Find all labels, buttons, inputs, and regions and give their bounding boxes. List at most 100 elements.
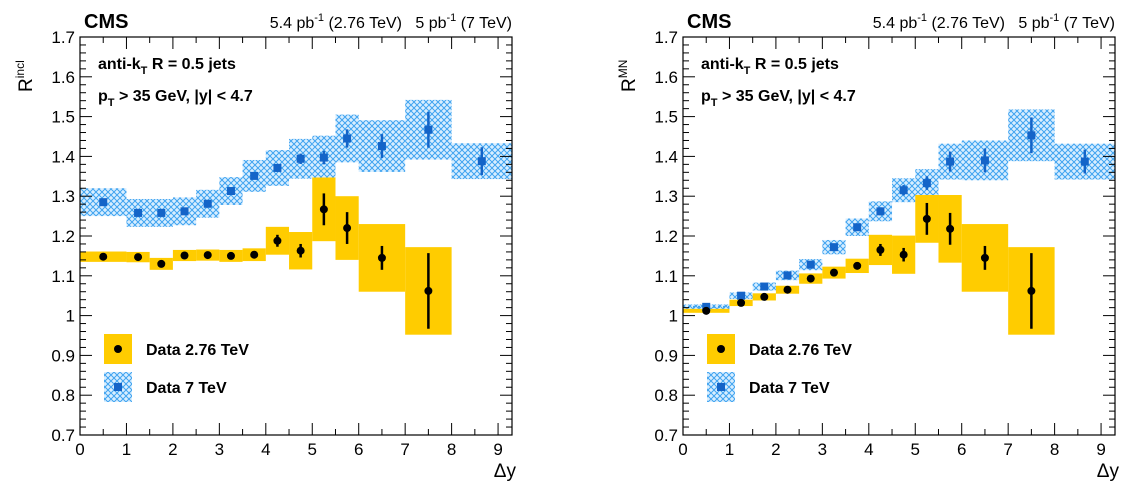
y-tick-label: 1.6 [654, 68, 678, 87]
point-7tev [829, 243, 838, 252]
point-7tev [343, 134, 352, 143]
legend-marker-276tev [717, 345, 725, 353]
point-7tev [226, 187, 235, 196]
luminosity-276-unit-sup: -1 [917, 12, 927, 24]
legend-label-7tev: Data 7 TeV [749, 380, 830, 397]
legend: Data 2.76 TeV Data 7 TeV [707, 334, 852, 402]
x-axis-label: Δy [1097, 461, 1120, 481]
annotation-cuts-main: p [98, 88, 108, 105]
point-7tev [980, 156, 989, 165]
x-tick-label: 7 [1003, 440, 1012, 459]
y-tick-label: 0.7 [51, 426, 75, 445]
x-tick-label: 2 [771, 440, 780, 459]
luminosity-label: 5.4 pb-1 (2.76 TeV) 5 pb-1 (7 TeV) [873, 12, 1115, 32]
point-7tev [296, 154, 305, 163]
x-axis-label: Δy [494, 461, 517, 481]
point-276tev [829, 268, 838, 277]
legend-label-276tev: Data 2.76 TeV [749, 342, 852, 359]
point-276tev [946, 224, 955, 233]
point-7tev [134, 208, 143, 217]
point-276tev [296, 246, 305, 255]
panel-left: 0 1 2 3 4 5 6 7 8 9 0.7 0.8 0.9 1 1.1 1.2 1.3 1.4 1.5 1.6 1.… [13, 11, 516, 481]
y-axis-label: Rincl [13, 60, 37, 92]
annotation-algorithm-main: anti-k [98, 56, 141, 73]
x-tick-label: 9 [1096, 440, 1105, 459]
point-7tev-group [702, 117, 1089, 311]
x-tick-label: 7 [400, 440, 409, 459]
point-276tev [377, 253, 386, 262]
annotation-algorithm: anti-kT R = 0.5 jets [701, 56, 839, 77]
band-7tev-group [80, 99, 512, 227]
point-276tev [876, 245, 885, 254]
legend-label-7tev: Data 7 TeV [146, 380, 227, 397]
point-7tev [876, 207, 885, 216]
point-7tev [180, 207, 189, 216]
point-7tev [424, 125, 433, 134]
x-tick-label: 8 [447, 440, 456, 459]
x-tick-label: 1 [122, 440, 131, 459]
y-tick-label: 0.9 [654, 346, 678, 365]
point-7tev [477, 157, 486, 166]
point-7tev [922, 179, 931, 188]
annotation-algorithm-sub: T [744, 65, 751, 77]
annotation-cuts-rest: > 35 GeV, |y| < 4.7 [718, 88, 856, 105]
y-axis-label-main: R [619, 78, 640, 92]
point-7tev [946, 157, 955, 166]
point-7tev [319, 153, 328, 162]
x-tick-label: 0 [678, 440, 687, 459]
annotation-cuts-rest: > 35 GeV, |y| < 4.7 [115, 88, 253, 105]
x-tick-label: 2 [168, 440, 177, 459]
luminosity-7-energy: (7 TeV) [1064, 15, 1115, 32]
point-276tev [343, 224, 352, 233]
annotation-cuts-sub: T [108, 97, 115, 109]
point-7tev [157, 208, 166, 217]
y-tick-label: 1.2 [51, 227, 75, 246]
point-276tev [180, 251, 189, 260]
point-7tev [760, 282, 769, 291]
annotation-cuts: pT > 35 GeV, |y| < 4.7 [701, 88, 856, 109]
y-tick-label: 1.3 [654, 187, 678, 206]
x-tick-label: 3 [215, 440, 224, 459]
point-276tev [424, 286, 433, 295]
luminosity-7-energy: (7 TeV) [461, 15, 512, 32]
y-axis-label-main: R [16, 78, 37, 92]
legend-marker-7tev [717, 383, 725, 391]
y-tick-label: 1 [669, 307, 678, 326]
point-276tev [922, 214, 931, 223]
point-276tev [899, 250, 908, 259]
point-276tev [203, 251, 212, 260]
luminosity-7-unit-sup: -1 [446, 12, 456, 24]
x-tick-label: 0 [75, 440, 84, 459]
point-276tev [226, 251, 235, 260]
panel-right: 0 1 2 3 4 5 6 7 8 9 0.7 0.8 0.9 1 1.1 1.2 1.3 1.4 1.5 1.6 1.… [616, 11, 1119, 481]
x-tick-label: 4 [864, 440, 873, 459]
point-7tev [783, 271, 792, 280]
y-tick-label: 0.8 [51, 386, 75, 405]
point-276tev [806, 274, 815, 283]
point-276tev-group [99, 193, 433, 329]
luminosity-276-value: 5.4 pb [873, 15, 918, 32]
point-276tev [157, 259, 166, 268]
annotation-algorithm-sub: T [141, 65, 148, 77]
point-7tev [250, 171, 259, 180]
point-7tev [737, 291, 746, 300]
legend: Data 2.76 TeV Data 7 TeV [104, 334, 249, 402]
point-7tev-group [99, 111, 486, 217]
point-7tev [273, 163, 282, 172]
point-7tev [1080, 157, 1089, 166]
y-tick-label: 1 [66, 307, 75, 326]
luminosity-276-energy: (2.76 TeV) [328, 15, 402, 32]
point-7tev [1027, 131, 1036, 140]
annotation-algorithm-rest: R = 0.5 jets [147, 56, 236, 73]
y-tick-label: 1.1 [654, 267, 678, 286]
x-tick-label: 9 [493, 440, 502, 459]
experiment-label: CMS [687, 11, 731, 33]
x-tick-label: 5 [308, 440, 317, 459]
y-tick-label: 1.6 [51, 68, 75, 87]
point-7tev [853, 223, 862, 232]
point-276tev [737, 298, 746, 307]
y-tick-label: 0.8 [654, 386, 678, 405]
point-276tev [783, 285, 792, 294]
annotation-cuts-sub: T [711, 97, 718, 109]
y-tick-label: 0.9 [51, 346, 75, 365]
